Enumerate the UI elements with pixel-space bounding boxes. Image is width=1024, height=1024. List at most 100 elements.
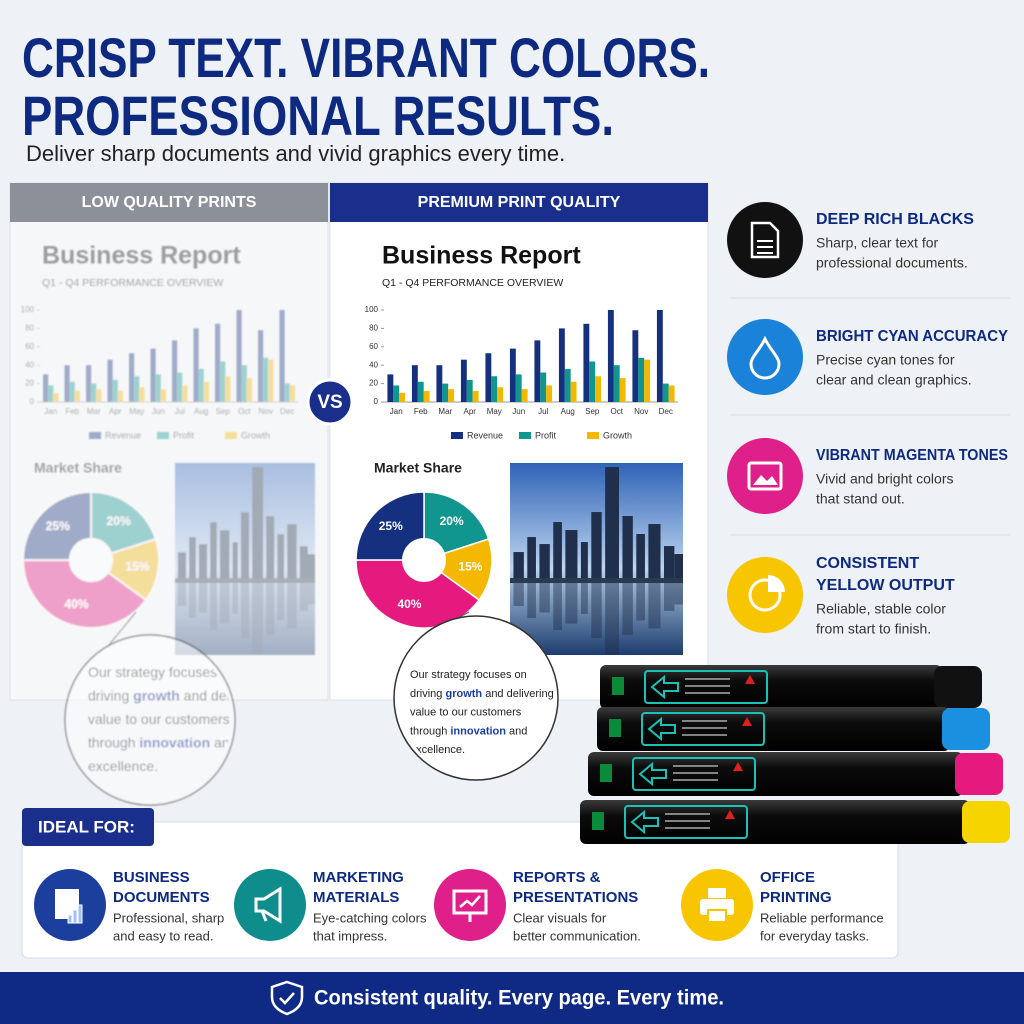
bar (619, 378, 626, 402)
feature-text: that stand out. (816, 491, 905, 507)
legend-swatch (225, 432, 237, 439)
x-tick-label: Jan (390, 407, 403, 416)
legend-label: Revenue (105, 430, 141, 440)
x-tick-label: Sep (585, 407, 600, 416)
building (513, 552, 524, 583)
ideal-title: PRINTING (760, 889, 832, 906)
quote-text: through (410, 725, 450, 737)
quote-text: excellence. (410, 744, 465, 756)
x-tick-label: Dec (659, 407, 673, 416)
ideal-item: MARKETING MATERIALS Eye-catching colors tha… (234, 869, 427, 943)
building (198, 544, 208, 583)
quote-line: value to our customers (410, 707, 522, 719)
warning-icon (733, 762, 743, 771)
building (605, 467, 619, 583)
pie-hole (69, 538, 113, 582)
ideal-label-bg (22, 808, 154, 846)
bar (423, 390, 430, 402)
bar (150, 348, 156, 402)
cartridge-cap (942, 708, 990, 750)
x-tick-label: Nov (259, 407, 273, 416)
y-tick-label: 80 (25, 324, 34, 333)
quote-line: Our strategy focuses on (410, 669, 527, 681)
premium-label: PREMIUM PRINT QUALITY (418, 194, 621, 211)
bar (215, 323, 221, 402)
y-tick-label: 20 (25, 379, 34, 388)
quote-text: and delivering (180, 687, 271, 703)
pie-hole (402, 538, 446, 582)
icon (72, 909, 78, 924)
cartridge-cap (962, 801, 1010, 843)
shore (175, 578, 315, 584)
bar (129, 353, 135, 402)
cartridge-arrow (650, 674, 679, 700)
y-tick-label: 100 (365, 305, 379, 314)
legend-swatch (89, 432, 101, 439)
icon (708, 888, 726, 898)
building (189, 537, 196, 583)
ideal-text: and easy to read. (113, 928, 213, 943)
x-tick-label: May (487, 407, 502, 416)
bar (134, 376, 140, 402)
building (565, 530, 578, 583)
ideal-text: for everyday tasks. (760, 928, 869, 943)
footer-text: Consistent quality. Every page. Every ti… (314, 987, 724, 1010)
bar (160, 389, 166, 402)
bar (220, 361, 226, 402)
icon (459, 895, 481, 908)
bar (644, 359, 651, 402)
ideal-item: REPORTS & PRESENTATIONS Clear visuals for b… (434, 869, 641, 943)
cartridge-label (632, 757, 756, 791)
ideal-title: REPORTS & (513, 869, 601, 886)
ideal-text: Reliable performance (760, 910, 884, 925)
building (580, 542, 588, 583)
bar (96, 389, 102, 402)
pie-label: 25% (46, 519, 70, 533)
report-title: Business Report (382, 242, 581, 270)
toner-cartridge (580, 800, 1010, 844)
feature-title: DEEP RICH BLACKS (816, 211, 974, 228)
building (663, 546, 675, 583)
bar (589, 361, 596, 402)
cartridge-arrow (630, 809, 659, 835)
pie-title: Market Share (34, 460, 122, 476)
bar (182, 385, 188, 402)
bar (387, 374, 394, 402)
bar (53, 392, 59, 402)
bar (117, 390, 123, 402)
cartridge-label (644, 670, 768, 704)
ideal-title: BUSINESS (113, 869, 190, 886)
legend-label: Growth (241, 430, 270, 440)
bar (662, 383, 669, 402)
toner-cartridge (600, 665, 982, 709)
pie-title: Market Share (374, 460, 462, 476)
bar (107, 359, 113, 402)
building (240, 512, 250, 583)
ideal-title: MARKETING (313, 869, 404, 886)
pie-label: 25% (379, 519, 403, 533)
bar (564, 368, 571, 402)
x-tick-label: Jun (512, 407, 525, 416)
pie-slice (22, 491, 92, 561)
bar (497, 387, 504, 402)
magnifier: Our strategy focuses on driving growth an… (393, 611, 559, 781)
reflection (219, 582, 230, 624)
premium-report: Business Report Q1 - Q4 PERFORMANCE OVERV… (355, 242, 683, 655)
pie-label: 20% (440, 514, 464, 528)
bar (193, 328, 199, 402)
bar (521, 389, 528, 402)
cartridge-cap (934, 666, 982, 708)
shield-icon (270, 980, 304, 1016)
city-photo (510, 463, 683, 655)
feature-text: Sharp, clear text for (816, 235, 939, 251)
quote-text: growth (133, 687, 180, 703)
reflection (565, 582, 578, 624)
icon (77, 904, 83, 924)
bar (289, 385, 295, 402)
quote-text: innovation (450, 725, 506, 737)
report-subtitle: Q1 - Q4 PERFORMANCE OVERVIEW (382, 277, 563, 289)
cartridge-arrow (638, 761, 667, 787)
reflection (287, 582, 297, 629)
quote-text: value to our customers (410, 707, 522, 719)
cartridge-cap (955, 753, 1003, 795)
